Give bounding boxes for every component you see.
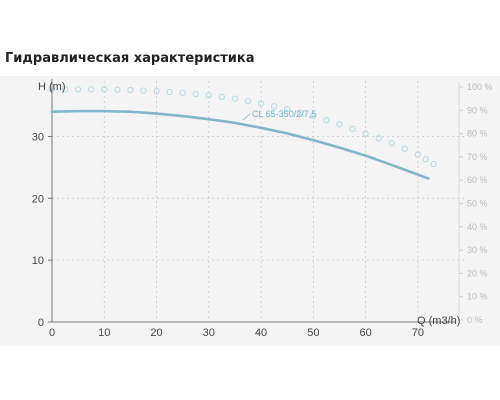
y2-tick-label: 50 %: [467, 199, 488, 209]
efficiency-point: [74, 86, 82, 93]
y-axis-label: H (m): [38, 81, 66, 93]
efficiency-point: [375, 135, 382, 142]
x-tick-label: 20: [150, 327, 162, 339]
efficiency-point: [414, 151, 422, 158]
efficiency-point: [336, 121, 343, 128]
y-tick-label: 20: [32, 193, 44, 205]
efficiency-point: [244, 97, 252, 105]
y2-tick-label: 100 %: [467, 82, 493, 92]
efficiency-point: [430, 160, 437, 168]
efficiency-point: [179, 89, 186, 96]
x-tick-label: 60: [359, 327, 371, 339]
chart-panel: [0, 76, 500, 346]
efficiency-point: [257, 100, 265, 107]
efficiency-point: [61, 86, 69, 93]
efficiency-point: [388, 139, 395, 147]
efficiency-point: [127, 86, 134, 94]
efficiency-point: [192, 90, 199, 98]
y2-tick-label: 40 %: [467, 222, 488, 232]
page-title: Гидравлическая характеристика: [5, 51, 255, 66]
efficiency-point: [114, 86, 121, 93]
x-tick-label: 10: [98, 327, 110, 339]
series: [48, 86, 437, 180]
y2-tick-label: 20 %: [467, 268, 488, 278]
x-tick-label: 70: [412, 327, 424, 339]
y2-tick-label: 60 %: [467, 175, 488, 185]
x-tick-label: 50: [307, 327, 319, 339]
efficiency-point: [101, 86, 108, 93]
efficiency-point: [153, 88, 160, 95]
efficiency-point: [323, 117, 330, 124]
efficiency-point: [270, 103, 278, 110]
efficiency-point: [140, 87, 147, 94]
efficiency-point: [284, 105, 291, 113]
y-tick-label: 0: [38, 317, 44, 329]
y2-tick-label: 90 %: [467, 105, 488, 115]
head-curve-line: [50, 109, 430, 180]
tick-labels: 0 10 20 30 40 50 60 70 0 10 20 30 0 % 10 % 20 % 30 % 40 …: [32, 82, 493, 339]
y2-tick-label: 10 %: [467, 292, 488, 302]
y-tick-label: 30: [32, 131, 44, 143]
efficiency-point: [297, 109, 304, 116]
x-tick-label: 0: [49, 327, 55, 339]
x-axis-label: Q (m3/h): [417, 315, 460, 327]
efficiency-point: [48, 86, 56, 93]
efficiency-point: [310, 112, 317, 120]
efficiency-point: [231, 95, 239, 102]
axes: [48, 79, 463, 323]
y2-tick-label: 80 %: [467, 129, 488, 139]
efficiency-point: [166, 88, 173, 96]
efficiency-point: [362, 130, 369, 137]
y2-tick-label: 30 %: [467, 245, 488, 255]
series-label: CL 65-350/2/7,5: [252, 109, 316, 119]
efficiency-point: [88, 86, 95, 93]
efficiency-point: [205, 92, 212, 99]
efficiency-point: [349, 125, 356, 133]
y2-tick-label: 70 %: [467, 152, 488, 162]
grid: [52, 81, 464, 322]
series-label-leader: [242, 113, 251, 121]
efficiency-point: [218, 93, 226, 101]
efficiency-point: [401, 145, 408, 152]
x-tick-label: 40: [255, 327, 267, 339]
efficiency-point: [422, 156, 429, 163]
y-tick-label: 10: [32, 255, 44, 267]
y2-tick-label: 0 %: [467, 315, 483, 325]
x-tick-label: 30: [203, 327, 215, 339]
